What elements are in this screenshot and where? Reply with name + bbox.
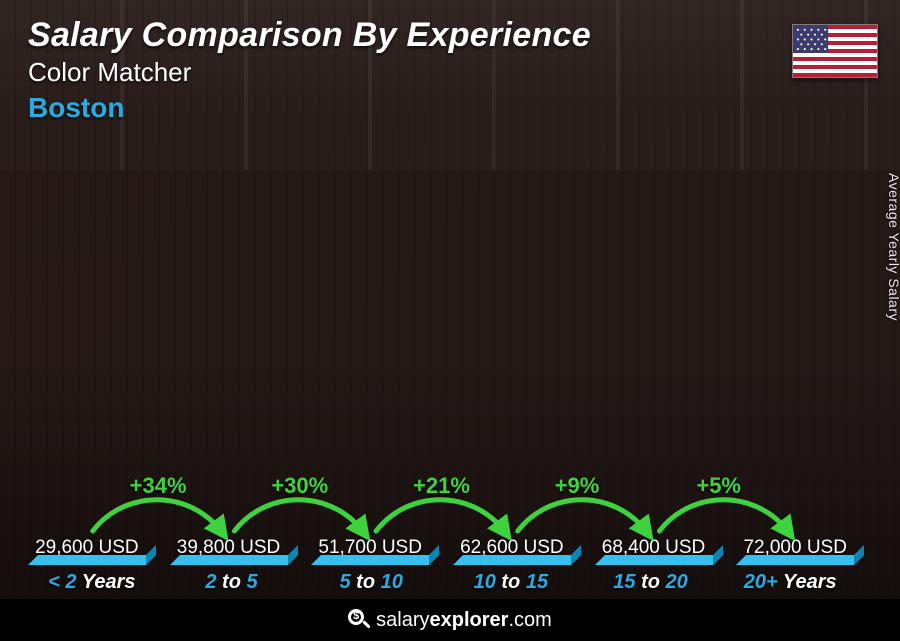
growth-label-0: +34% [130, 473, 187, 499]
x-category-5: 20+ Years [720, 571, 860, 594]
bar-0: 29,600 USD [22, 537, 152, 565]
salary-chart: 29,600 USD 39,800 USD 51,700 USD 62,600 USD… [22, 120, 860, 599]
us-flag-icon [792, 24, 878, 78]
x-category-0: < 2 Years [22, 571, 162, 594]
bar-2: 51,700 USD [305, 537, 435, 565]
y-axis-label: Average Yearly Salary [886, 173, 900, 321]
x-category-1: 2 to 5 [162, 571, 302, 594]
footer-logo: $ salaryexplorer.com [348, 609, 552, 632]
footer: $ salaryexplorer.com [0, 599, 900, 641]
x-category-2: 5 to 10 [301, 571, 441, 594]
growth-label-4: +5% [696, 473, 741, 499]
growth-label-2: +21% [413, 473, 470, 499]
x-category-3: 10 to 15 [441, 571, 581, 594]
footer-brand-light: salary [376, 609, 429, 631]
x-axis: < 2 Years2 to 55 to 1010 to 1515 to 2020… [22, 565, 860, 599]
bar-1: 39,800 USD [164, 537, 294, 565]
bar-4: 68,400 USD [589, 537, 719, 565]
magnifier-dollar-icon: $ [348, 609, 370, 631]
growth-label-3: +9% [555, 473, 600, 499]
chart-stage: Salary Comparison By Experience Color Ma… [0, 0, 900, 641]
title-block: Salary Comparison By Experience Color Ma… [28, 16, 591, 124]
x-category-4: 15 to 20 [581, 571, 721, 594]
page-title: Salary Comparison By Experience [28, 16, 591, 55]
bar-3: 62,600 USD [447, 537, 577, 565]
bar-5: 72,000 USD [730, 537, 860, 565]
growth-label-1: +30% [271, 473, 328, 499]
footer-brand-bold: explorer [430, 609, 509, 631]
footer-brand-suffix: .com [508, 609, 551, 631]
footer-brand: salaryexplorer.com [376, 609, 552, 632]
page-subtitle: Color Matcher [28, 57, 591, 88]
